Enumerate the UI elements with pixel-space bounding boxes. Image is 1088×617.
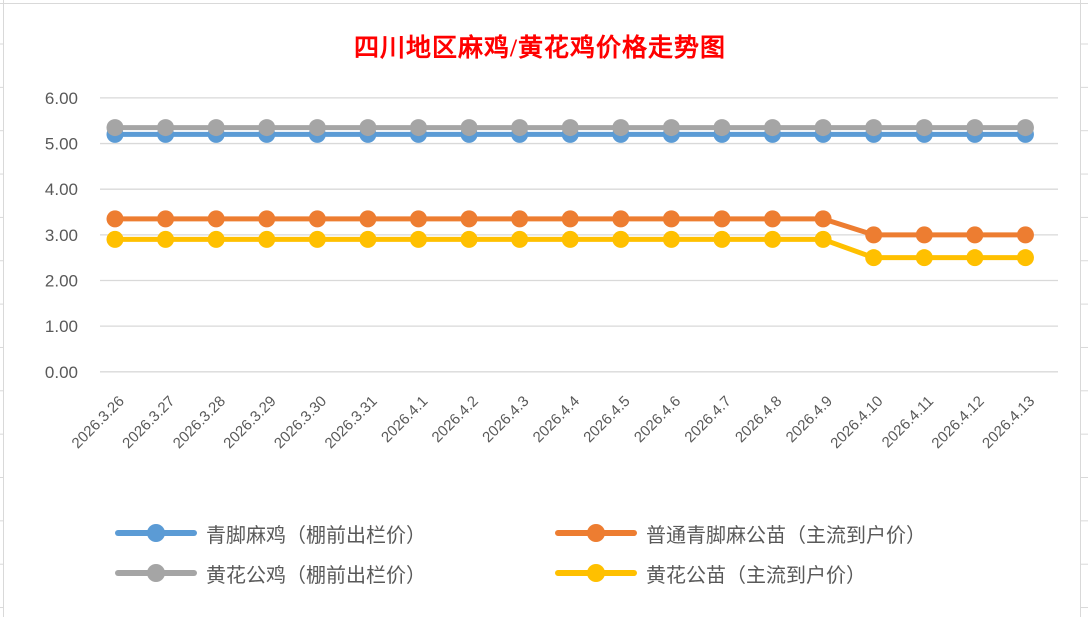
data-point — [612, 230, 630, 248]
data-point — [814, 210, 832, 228]
data-point — [1016, 226, 1034, 244]
x-tick-label: 2026.3.29 — [220, 393, 279, 452]
x-tick-label: 2026.4.2 — [429, 393, 482, 446]
data-point — [662, 210, 680, 228]
x-tick-label: 2026.4.10 — [827, 393, 886, 452]
x-tick-label: 2026.4.11 — [879, 393, 937, 451]
data-point — [460, 230, 478, 248]
legend-label: 黄花公鸡（棚前出栏价） — [206, 564, 426, 587]
y-tick-label: 6.00 — [45, 89, 78, 108]
y-tick-label: 5.00 — [45, 135, 78, 154]
data-point — [966, 249, 984, 267]
x-tick-label: 2026.4.3 — [479, 393, 532, 446]
data-point — [662, 230, 680, 248]
legend-marker-icon — [115, 559, 197, 587]
data-point — [207, 230, 225, 248]
data-point — [106, 230, 124, 248]
data-point — [764, 210, 782, 228]
legend-label: 黄花公苗（主流到户价） — [646, 564, 866, 587]
x-tick-label: 2026.4.5 — [580, 393, 633, 446]
legend-marker-icon — [555, 519, 637, 547]
y-tick-label: 2.00 — [45, 272, 78, 291]
y-tick-label: 3.00 — [45, 226, 78, 245]
data-point — [511, 230, 529, 248]
data-point — [511, 119, 529, 137]
data-point — [409, 230, 427, 248]
legend-item-huanghua-gongji: 黄花公鸡（棚前出栏价） — [115, 559, 426, 587]
legend-marker-icon — [115, 519, 197, 547]
data-point — [359, 210, 377, 228]
x-tick-label: 2026.4.1 — [378, 393, 431, 446]
x-tick-label: 2026.3.31 — [322, 393, 381, 452]
x-tick-label: 2026.3.27 — [119, 393, 178, 452]
data-point — [966, 119, 984, 137]
data-point — [865, 226, 883, 244]
x-tick-label: 2026.3.26 — [69, 393, 128, 452]
data-point — [612, 119, 630, 137]
x-tick-label: 2026.4.4 — [530, 393, 583, 446]
data-point — [511, 210, 529, 228]
x-tick-label: 2026.3.28 — [170, 393, 229, 452]
y-tick-label: 4.00 — [45, 180, 78, 199]
data-point — [561, 119, 579, 137]
data-point — [409, 210, 427, 228]
data-point — [612, 210, 630, 228]
legend-item-putongqingjiaoma-gongmiao: 普通青脚麻公苗（主流到户价） — [555, 519, 926, 547]
data-point — [207, 210, 225, 228]
data-point — [561, 230, 579, 248]
data-point — [106, 210, 124, 228]
data-point — [258, 119, 276, 137]
x-tick-label: 2026.3.30 — [271, 393, 330, 452]
data-point — [915, 119, 933, 137]
chart-title: 四川地区麻鸡/黄花鸡价格走势图 — [354, 35, 726, 62]
data-point — [865, 119, 883, 137]
data-point — [662, 119, 680, 137]
data-point — [814, 230, 832, 248]
data-point — [561, 210, 579, 228]
data-point — [106, 119, 124, 137]
data-point — [814, 119, 832, 137]
data-point — [157, 210, 175, 228]
data-point — [764, 230, 782, 248]
data-point — [915, 226, 933, 244]
data-point — [207, 119, 225, 137]
x-tick-label: 2026.4.7 — [681, 393, 734, 446]
data-point — [713, 119, 731, 137]
data-point — [713, 230, 731, 248]
y-tick-label: 0.00 — [45, 363, 78, 382]
data-point — [865, 249, 883, 267]
data-point — [258, 230, 276, 248]
x-tick-label: 2026.4.8 — [732, 393, 785, 446]
y-tick-label: 1.00 — [45, 317, 78, 336]
legend-label: 普通青脚麻公苗（主流到户价） — [646, 524, 926, 547]
data-point — [359, 230, 377, 248]
x-tick-label: 2026.4.12 — [928, 393, 987, 452]
legend-marker-icon — [555, 559, 637, 587]
data-point — [157, 230, 175, 248]
data-point — [157, 119, 175, 137]
data-point — [460, 210, 478, 228]
legend-label: 青脚麻鸡（棚前出栏价） — [206, 524, 426, 547]
data-point — [764, 119, 782, 137]
data-point — [359, 119, 377, 137]
data-point — [1016, 119, 1034, 137]
data-point — [308, 230, 326, 248]
x-tick-label: 2026.4.6 — [631, 393, 684, 446]
data-point — [308, 210, 326, 228]
data-point — [915, 249, 933, 267]
data-point — [1016, 249, 1034, 267]
data-point — [308, 119, 326, 137]
data-point — [409, 119, 427, 137]
legend-item-qingjiaomaji: 青脚麻鸡（棚前出栏价） — [115, 519, 426, 547]
x-tick-label: 2026.4.13 — [979, 393, 1038, 452]
data-point — [460, 119, 478, 137]
legend-item-huanghua-gongmiao: 黄花公苗（主流到户价） — [555, 559, 866, 587]
data-point — [966, 226, 984, 244]
data-point — [713, 210, 731, 228]
data-point — [258, 210, 276, 228]
